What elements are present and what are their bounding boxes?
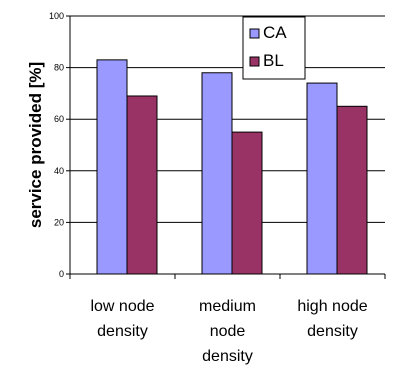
legend-swatch-ca — [249, 28, 260, 39]
labels: 0 20 40 60 80 100 low node density medium node den… — [26, 11, 368, 365]
x-category-label: node — [210, 323, 246, 340]
bars — [96, 59, 368, 275]
y-axis-label: service provided [%] — [26, 62, 45, 228]
x-category-label: low node — [90, 298, 154, 315]
axes — [66, 15, 386, 279]
y-tick-label: 100 — [49, 11, 64, 21]
x-category-label: density — [202, 348, 253, 365]
x-category-label: density — [97, 323, 148, 340]
legend-swatch-bl — [249, 56, 260, 67]
bar-ca — [306, 82, 338, 275]
bar-bl — [231, 131, 263, 275]
x-category-label: high node — [297, 298, 367, 315]
y-tick-label: 20 — [54, 217, 64, 227]
x-category-label: medium — [199, 298, 256, 315]
y-tick-label: 80 — [54, 63, 64, 73]
bar-ca — [96, 59, 128, 275]
x-category-label: density — [307, 323, 358, 340]
bar-bl — [126, 95, 158, 275]
y-tick-label: 0 — [59, 269, 64, 279]
y-tick-label: 40 — [54, 166, 64, 176]
legend-box — [242, 16, 306, 80]
y-tick-label: 60 — [54, 114, 64, 124]
legend-label-ca: CA — [263, 23, 287, 42]
legend-label-bl: BL — [263, 51, 284, 70]
bar-ca — [201, 72, 233, 275]
legend: CA BL — [242, 16, 306, 80]
bar-bl — [336, 105, 368, 275]
